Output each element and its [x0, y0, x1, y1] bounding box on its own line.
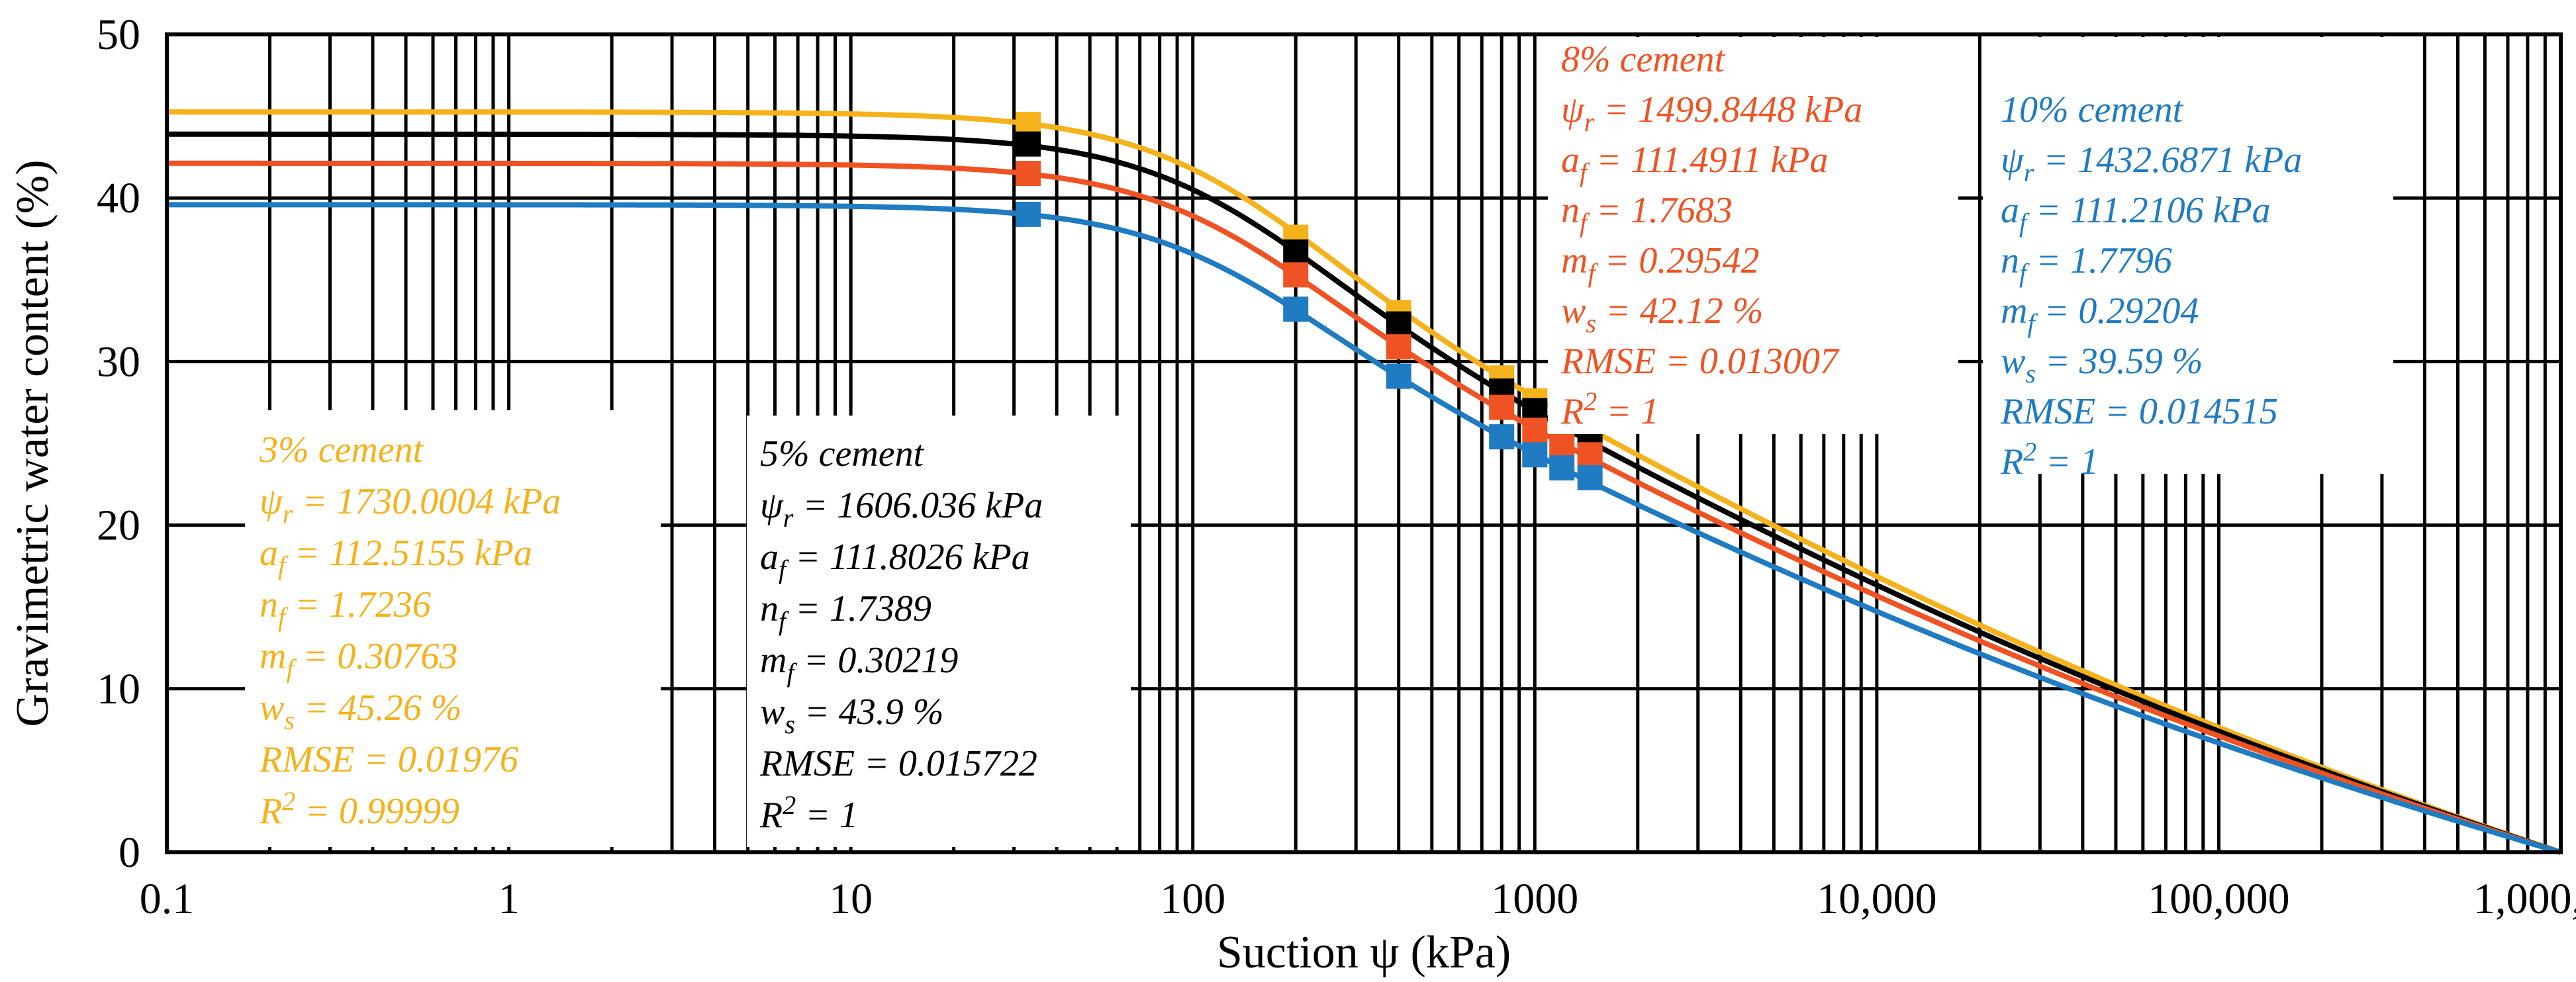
annotation-line: af = 111.8026 kPa — [760, 537, 1030, 584]
data-point — [1283, 296, 1309, 322]
data-point — [1549, 455, 1575, 481]
annotation-box — [747, 416, 1131, 847]
annotation-line: 3% cement — [259, 429, 424, 470]
y-tick-label: 50 — [97, 11, 140, 59]
data-point — [1015, 131, 1041, 157]
annotation-line: af = 112.5155 kPa — [260, 533, 532, 580]
plot-frame — [165, 32, 2563, 854]
annotation-box — [245, 410, 661, 847]
x-tick-label: 10,000 — [1817, 875, 1937, 923]
y-tick-label: 30 — [97, 337, 140, 386]
data-point — [1283, 239, 1309, 265]
annotation-line: ws = 45.26 % — [260, 688, 461, 735]
y-tick-label: 40 — [97, 174, 140, 222]
annotation-line: ws = 39.59 % — [2001, 341, 2203, 388]
annotation-box — [1548, 37, 1958, 434]
data-point — [1577, 465, 1603, 490]
data-point — [1015, 161, 1041, 187]
fit-curve — [167, 131, 2562, 855]
data-point — [1015, 201, 1041, 227]
x-tick-label: 1000 — [1491, 875, 1578, 923]
annotation-line: ws = 42.12 % — [1561, 290, 1763, 338]
annotation-line: 8% cement — [1561, 39, 1726, 80]
annotation-line: ψr = 1432.6871 kPa — [2001, 140, 2302, 187]
axes: 0.1 1 10 100 1000 10,000 100,000 1,000,000 0 10 20… — [7, 11, 2576, 978]
annotation-line: RMSE = 0.014515 — [2000, 391, 2278, 432]
annotation-line: RMSE = 0.01976 — [259, 739, 518, 780]
x-tick-label: 0.1 — [140, 875, 195, 923]
annotation-line: nf = 1.7683 — [1561, 190, 1733, 238]
x-tick-label: 100 — [1160, 875, 1225, 923]
data-point — [1549, 431, 1575, 456]
x-tick-label: 10 — [829, 875, 873, 923]
data-point — [1522, 418, 1548, 443]
annotation-line: nf = 1.7236 — [260, 584, 431, 632]
annotation-line: mf = 0.30219 — [760, 640, 958, 688]
annotation-line: ψr = 1499.8448 kPa — [1561, 89, 1862, 137]
annotation-line: af = 111.2106 kPa — [2001, 190, 2271, 238]
annotation-line: ψr = 1606.036 kPa — [760, 485, 1043, 533]
annotation-line: ws = 43.9 % — [760, 692, 943, 739]
annotation-line: 10% cement — [2001, 89, 2184, 130]
data-point — [1386, 311, 1411, 337]
annotation-line: RMSE = 0.013007 — [1560, 341, 1840, 382]
data-point — [1386, 334, 1411, 360]
annotation-line: mf = 0.29542 — [1561, 240, 1759, 288]
y-tick-label: 20 — [97, 502, 140, 550]
y-axis-title: Gravimetric water content (%) — [7, 159, 58, 727]
y-tick-label: 0 — [119, 828, 140, 877]
data-point — [1386, 363, 1411, 389]
y-tick-label: 10 — [97, 665, 140, 713]
data-point — [1522, 442, 1548, 468]
annotation-line: nf = 1.7796 — [2001, 240, 2172, 288]
annotation-line: R2 = 1 — [1560, 386, 1659, 432]
data-point — [1489, 394, 1515, 420]
annotation-line: R2 = 1 — [2000, 437, 2099, 482]
x-axis-title: Suction ψ (kPa) — [1217, 927, 1511, 978]
annotation-box — [1983, 37, 2393, 474]
x-tick-label: 1 — [498, 875, 520, 923]
fit-curve — [167, 109, 2562, 855]
data-markers — [1015, 111, 1603, 490]
annotation-line: RMSE = 0.015722 — [759, 743, 1037, 784]
annotation-line: af = 111.4911 kPa — [1561, 140, 1829, 187]
fit-curve — [166, 160, 2562, 855]
annotation-line: ψr = 1730.0004 kPa — [260, 481, 561, 529]
annotation-line: R2 = 0.99999 — [259, 786, 459, 832]
x-tick-label: 100,000 — [2148, 875, 2290, 923]
x-tick-label: 1,000,000 — [2473, 875, 2576, 923]
fitted-curves — [166, 109, 2562, 855]
annotation-line: mf = 0.30763 — [260, 636, 457, 684]
data-point — [1283, 262, 1309, 288]
annotation-line: mf = 0.29204 — [2001, 290, 2199, 338]
data-point — [1489, 424, 1515, 450]
annotation-line: 5% cement — [760, 433, 925, 474]
fit-curve — [167, 202, 2562, 855]
annotation-line: nf = 1.7389 — [760, 588, 931, 636]
data-point — [1577, 442, 1603, 468]
annotation-line: R2 = 1 — [759, 790, 858, 836]
